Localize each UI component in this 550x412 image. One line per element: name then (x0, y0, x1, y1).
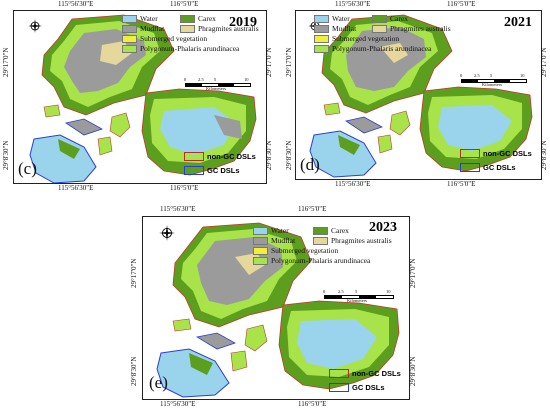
left-lat-label-1: 29°17'0"N (130, 258, 138, 288)
panel-year: 2021 (504, 15, 532, 30)
legend-water: Water (332, 14, 350, 24)
scale-bar: 0 2.5 5 10 Kilometers (184, 77, 254, 91)
map-legend: Water Carex Mudflat Phragmites australis… (122, 15, 264, 67)
non-gc-legend: non-GC DSLs (460, 149, 532, 158)
map-frame: Water Carex Mudflat Phragmites australis… (13, 10, 267, 184)
map-panel-2019: 115°56'30"E 116°5'0"E 29°17'0"N 29°8'30"… (0, 0, 275, 195)
right-lat-label-2: 29°8'30"N (265, 140, 273, 170)
polygonum-swatch (122, 45, 137, 53)
legend-water: Water (140, 14, 158, 24)
legend-submerged: Submerged vegetation (140, 34, 208, 44)
legend-polygonum: Polygonum-Phalaris arundinacea (332, 44, 432, 54)
right-lat-label-1: 29°17'0"N (540, 47, 548, 77)
non-gc-legend: non-GC DSLs (184, 152, 256, 161)
right-lat-label-1: 29°17'0"N (409, 258, 417, 288)
panel-label: (c) (18, 159, 37, 178)
legend-phragmites: Phragmites australis (390, 24, 451, 34)
gc-legend: GC DSLs (460, 163, 516, 172)
legend-polygonum: Polygonum-Phalaris arundinacea (140, 44, 240, 54)
north-arrow-icon (28, 19, 42, 33)
north-arrow-icon (159, 225, 175, 241)
legend-phragmites: Phragmites australis (198, 24, 259, 34)
legend-polygonum: Polygonum-Phalaris arundinacea (271, 256, 371, 266)
panel-label: (e) (149, 373, 168, 392)
top-lon-label-1: 115°56'30"E (160, 205, 196, 213)
top-lon-label-1: 115°56'30"E (335, 0, 371, 8)
top-lon-label-2: 116°5'0"E (298, 205, 327, 213)
map-legend: Water Carex Mudflat Phragmites australis… (253, 227, 407, 279)
legend-mudflat: Mudflat (140, 24, 165, 34)
bottom-lon-label-1: 115°56'30"E (58, 184, 94, 192)
top-lon-label-1: 115°56'30"E (58, 0, 94, 8)
gc-legend: GC DSLs (329, 383, 385, 392)
legend-mudflat: Mudflat (271, 236, 296, 246)
top-lon-label-2: 116°5'0"E (447, 0, 476, 8)
mudflat-swatch (122, 25, 137, 33)
non-gc-legend: non-GC DSLs (329, 369, 401, 378)
left-lat-label-2: 29°8'30"N (130, 356, 138, 386)
submerged-swatch (122, 35, 137, 43)
top-lon-label-2: 116°5'0"E (170, 0, 199, 8)
panel-year: 2023 (369, 220, 397, 235)
panel-year: 2019 (229, 15, 257, 30)
left-lat-label-2: 29°8'30"N (285, 140, 293, 170)
phragmites-swatch (180, 25, 195, 33)
scale-bar: 0 2.5 5 10 Kilometers (460, 73, 530, 87)
legend-carex: Carex (331, 226, 349, 236)
right-lat-label-2: 29°8'30"N (540, 140, 548, 170)
legend-submerged: Submerged vegetation (271, 246, 339, 256)
legend-mudflat: Mudflat (332, 24, 357, 34)
legend-phragmites: Phragmites australis (331, 236, 392, 246)
map-frame: Water Carex Mudflat Phragmites australis… (295, 10, 542, 180)
map-panel-2021: 115°56'30"E 116°5'0"E 29°17'0"N 29°8'30"… (285, 0, 550, 195)
legend-submerged: Submerged vegetation (332, 34, 400, 44)
map-canvas (156, 222, 400, 398)
right-lat-label-2: 29°8'30"N (409, 356, 417, 386)
bottom-lon-label-1: 115°56'30"E (160, 400, 196, 408)
water-swatch (122, 15, 137, 23)
legend-water: Water (271, 226, 289, 236)
bottom-lon-label-2: 116°5'0"E (170, 184, 199, 192)
legend-carex: Carex (390, 14, 408, 24)
right-lat-label-1: 29°17'0"N (265, 47, 273, 77)
legend-carex: Carex (198, 14, 216, 24)
map-legend: Water Carex Mudflat Phragmites australis… (314, 15, 456, 67)
bottom-lon-label-1: 115°56'30"E (335, 180, 371, 188)
panel-label: (d) (300, 155, 320, 174)
map-frame: Water Carex Mudflat Phragmites australis… (142, 216, 410, 400)
scale-bar: 0 2.5 5 10 Kilometers (323, 289, 397, 303)
left-lat-label-1: 29°17'0"N (2, 47, 10, 77)
gc-legend: GC DSLs (184, 166, 240, 175)
map-canvas (309, 14, 533, 178)
bottom-lon-label-2: 116°5'0"E (447, 180, 476, 188)
left-lat-label-2: 29°8'30"N (2, 140, 10, 170)
carex-swatch (180, 15, 195, 23)
left-lat-label-1: 29°17'0"N (285, 47, 293, 77)
bottom-lon-label-2: 116°5'0"E (298, 400, 327, 408)
map-panel-2023: 115°56'30"E 116°5'0"E 29°17'0"N 29°8'30"… (130, 205, 420, 412)
